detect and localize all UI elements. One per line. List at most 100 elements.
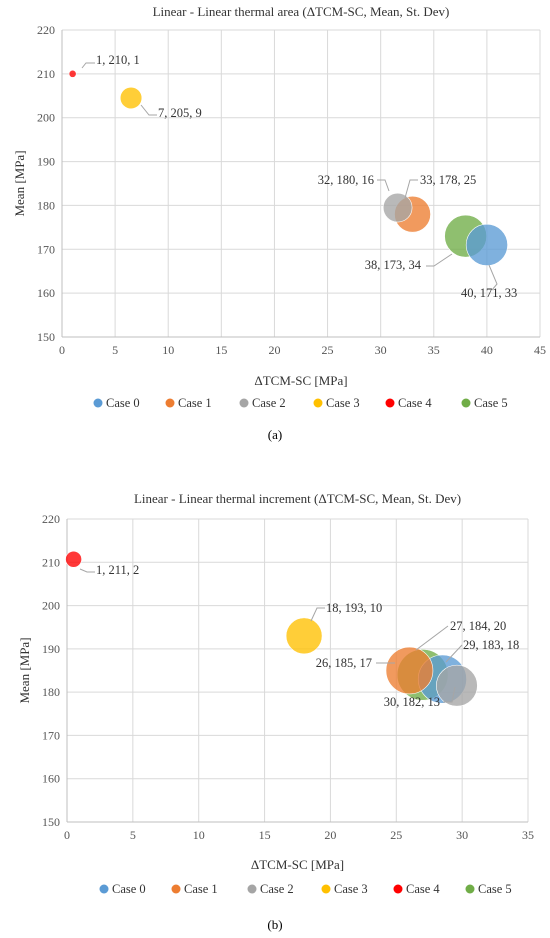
legend-marker-case-3 [321, 884, 331, 894]
legend-label: Case 5 [474, 396, 508, 410]
y-tick-label: 210 [37, 67, 55, 81]
x-tick-label: 25 [390, 828, 402, 842]
leader-line [79, 568, 95, 573]
x-tick-label: 0 [59, 343, 65, 357]
y-tick-label: 180 [42, 685, 60, 699]
x-tick-label: 30 [375, 343, 387, 357]
y-axis-title: Mean [MPa] [17, 637, 32, 703]
leader-line [488, 264, 498, 291]
chart-a: Linear - Linear thermal area (ΔTCM-SC, M… [0, 0, 550, 430]
leader-line [404, 179, 418, 199]
y-tick-label: 200 [42, 599, 60, 613]
x-axis-title: ΔTCM-SC [MPa] [254, 373, 347, 388]
legend-label: Case 1 [178, 396, 212, 410]
x-tick-label: 35 [428, 343, 440, 357]
x-tick-label: 25 [322, 343, 334, 357]
chart-b: Linear - Linear thermal increment (ΔTCM-… [0, 478, 550, 918]
leader-line [445, 644, 463, 663]
legend-label: Case 5 [478, 882, 512, 896]
leader-line [415, 625, 449, 651]
bubble-case-4 [68, 69, 77, 78]
legend-label: Case 2 [252, 396, 286, 410]
chart-title: Linear - Linear thermal increment (ΔTCM-… [134, 491, 461, 506]
legend-marker-case-1 [165, 398, 175, 408]
legend-marker-case-4 [385, 398, 395, 408]
y-tick-label: 160 [42, 772, 60, 786]
data-label: 27, 184, 20 [450, 619, 506, 633]
y-tick-label: 170 [37, 242, 55, 256]
legend-label: Case 3 [334, 882, 368, 896]
data-label: 38, 173, 34 [365, 258, 422, 272]
data-label: 30, 182, 13 [384, 695, 440, 709]
chart-a-caption: (a) [267, 427, 283, 442]
legend-label: Case 1 [184, 882, 218, 896]
y-tick-label: 210 [42, 555, 60, 569]
y-tick-label: 200 [37, 111, 55, 125]
x-tick-label: 15 [259, 828, 271, 842]
legend-marker-case-5 [465, 884, 475, 894]
x-tick-label: 20 [268, 343, 280, 357]
bubble-case-4 [65, 550, 82, 568]
x-tick-label: 0 [64, 828, 70, 842]
x-tick-label: 5 [130, 828, 136, 842]
legend-marker-case-0 [93, 398, 103, 408]
y-tick-label: 160 [37, 286, 55, 300]
data-label: 29, 183, 18 [463, 638, 519, 652]
chart-title: Linear - Linear thermal area (ΔTCM-SC, M… [153, 4, 450, 19]
data-label: 1, 211, 2 [96, 563, 139, 577]
leader-line [81, 62, 95, 69]
y-tick-label: 150 [37, 330, 55, 344]
data-label: 26, 185, 17 [316, 656, 372, 670]
legend-marker-case-2 [239, 398, 249, 408]
y-tick-label: 180 [37, 198, 55, 212]
chart-b-caption: (b) [267, 917, 283, 932]
x-tick-label: 15 [215, 343, 227, 357]
y-tick-label: 150 [42, 815, 60, 829]
chart-a-svg: Linear - Linear thermal area (ΔTCM-SC, M… [12, 4, 546, 410]
leader-line [426, 253, 453, 267]
legend-marker-case-5 [461, 398, 471, 408]
x-tick-label: 5 [112, 343, 118, 357]
bubble-case-3 [285, 617, 323, 655]
legend-marker-case-0 [99, 884, 109, 894]
x-tick-label: 40 [481, 343, 493, 357]
chart-b-svg: Linear - Linear thermal increment (ΔTCM-… [17, 491, 534, 896]
leader-line [377, 179, 390, 192]
legend-label: Case 0 [112, 882, 146, 896]
legend-marker-case-2 [247, 884, 257, 894]
data-label: 1, 210, 1 [96, 53, 140, 67]
bubble-case-1 [385, 646, 434, 695]
x-tick-label: 10 [162, 343, 174, 357]
legend-label: Case 4 [406, 882, 440, 896]
leader-line [310, 607, 325, 622]
x-tick-label: 30 [456, 828, 468, 842]
y-tick-label: 220 [37, 23, 55, 37]
data-label: 7, 205, 9 [158, 106, 202, 120]
bubble-case-0 [465, 223, 508, 266]
data-label: 40, 171, 33 [461, 286, 517, 300]
x-axis-title: ΔTCM-SC [MPa] [251, 857, 344, 872]
x-tick-label: 45 [534, 343, 546, 357]
bubble-case-2 [382, 192, 413, 223]
y-axis-title: Mean [MPa] [12, 150, 27, 216]
bubble-case-2 [436, 664, 478, 707]
x-tick-label: 20 [324, 828, 336, 842]
y-tick-label: 190 [37, 155, 55, 169]
y-tick-label: 190 [42, 642, 60, 656]
data-label: 18, 193, 10 [326, 601, 382, 615]
y-tick-label: 220 [42, 512, 60, 526]
leader-line [443, 686, 456, 703]
legend-label: Case 4 [398, 396, 432, 410]
y-tick-label: 170 [42, 728, 60, 742]
legend-label: Case 2 [260, 882, 294, 896]
bubble-case-3 [119, 86, 143, 110]
data-label: 32, 180, 16 [318, 173, 374, 187]
leader-line [140, 104, 157, 116]
x-tick-label: 35 [522, 828, 534, 842]
x-tick-label: 10 [193, 828, 205, 842]
legend-marker-case-3 [313, 398, 323, 408]
legend-label: Case 3 [326, 396, 360, 410]
legend-marker-case-1 [171, 884, 181, 894]
legend-marker-case-4 [393, 884, 403, 894]
data-label: 33, 178, 25 [420, 173, 476, 187]
